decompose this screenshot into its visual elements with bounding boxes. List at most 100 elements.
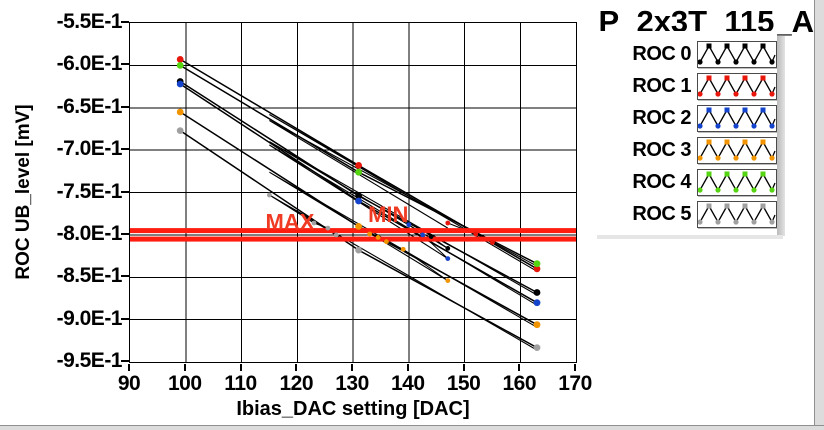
data-point [176,56,184,63]
y-axis-tick [121,360,129,362]
legend-marker-dot [715,155,721,161]
ref-line-label-max: MAX [266,209,315,234]
legend-marker-square [742,75,748,81]
legend-marker-dot [769,187,775,193]
data-point-fine [445,220,451,226]
legend-plot-sample[interactable] [697,201,777,228]
x-axis-tick [128,364,130,371]
legend-marker-square [724,43,730,49]
legend-item-roc5[interactable]: ROC 5 [591,201,777,228]
legend-marker-dot [715,59,721,65]
data-point-fine [445,278,451,283]
data-point [355,162,362,169]
legend-label: ROC 2 [632,107,691,129]
legend-zigzag-line [699,172,776,192]
legend-marker-square [706,75,712,81]
y-tick-label: -9.0E-1 [56,306,123,330]
data-point [176,80,184,88]
data-point [176,108,184,116]
data-point [533,265,541,273]
legend-item-roc4[interactable]: ROC 4 [591,169,777,196]
legend-plot-sample[interactable] [697,105,777,132]
x-axis-tick [462,364,465,371]
x-tick-label: 160 [502,372,537,395]
y-axis-tick [121,190,129,193]
legend-plot-sample[interactable] [697,73,777,100]
data-point [355,192,362,200]
y-tick-label: -8.5E-1 [56,264,123,288]
legend-marker-dot [751,219,757,225]
y-tick-label: -7.5E-1 [56,179,123,203]
legend-marker-square [760,75,766,81]
legend-marker-dot [697,91,703,97]
legend-plot-sample[interactable] [697,169,777,196]
y-axis-tick [121,63,129,66]
legend-plot-sample[interactable] [697,41,777,68]
data-point-fine [473,231,479,237]
data-point-fine [375,235,381,240]
legend-marker-square [760,139,766,145]
x-tick-label: 100 [167,372,202,395]
legend-plot-sample[interactable] [697,137,777,164]
legend-sample-svg [697,107,776,129]
y-axis-tick [121,105,129,108]
legend-sample-svg [697,139,776,161]
legend-marker-dot [733,187,739,193]
data-point [176,127,184,134]
x-axis-tick [351,364,353,371]
legend-marker-dot [697,219,703,225]
data-point [176,62,184,69]
legend-marker-square [742,203,748,209]
legend-sample-svg [697,171,776,193]
legend-label: ROC 0 [632,43,691,65]
trace-scan-roc3 [179,111,538,326]
legend-marker-dot [751,187,757,193]
legend-label: ROC 1 [632,75,691,97]
y-axis-tick [121,148,129,151]
legend-marker-square [706,171,712,177]
y-tick-label: -5.5E-1 [56,10,123,33]
y-axis-tick [121,232,129,235]
legend-marker-square [724,107,730,113]
legend-marker-square [724,139,730,145]
legend-marker-square [760,43,766,49]
legend-marker-square [724,203,730,209]
y-tick-label: -9.5E-1 [56,349,123,372]
legend-sample-svg [697,75,776,97]
legend-item-roc2[interactable]: ROC 2 [591,105,777,132]
x-tick-label: 170 [558,372,592,395]
legend-marker-dot [751,155,757,161]
x-axis-tick [295,364,298,371]
y-tick-label: -7.0E-1 [56,137,123,161]
x-tick-label: 150 [446,372,481,395]
legend-marker-square [760,171,766,177]
legend-marker-dot [733,91,739,97]
legend-marker-dot [733,59,739,65]
legend-zigzag-line [699,140,776,160]
x-axis-tick [239,364,242,371]
legend-marker-dot [733,123,739,129]
data-point-fine [420,232,426,238]
data-point-fine [445,256,451,261]
legend-marker-dot [715,219,721,225]
legend-marker-square [706,107,712,113]
plot-area: MAX MIN [129,22,577,363]
data-point-fine [400,246,406,252]
data-point [355,168,362,176]
legend-item-roc0[interactable]: ROC 0 [591,41,777,68]
window-frame-bottom [0,425,824,430]
legend-item-roc3[interactable]: ROC 3 [591,137,777,164]
y-tick-label: -6.0E-1 [56,52,123,76]
x-tick-label: 130 [335,372,369,395]
legend-label: ROC 5 [632,203,691,225]
y-axis-tick [121,317,129,320]
legend-marker-dot [715,123,721,129]
ref-line-label-min: MIN [368,202,408,227]
data-point [533,344,541,351]
legend-marker-dot [751,59,757,65]
legend-marker-square [706,43,712,49]
legend-item-roc1[interactable]: ROC 1 [591,73,777,100]
legend-marker-dot [697,155,703,161]
x-tick-label: 110 [224,372,257,395]
